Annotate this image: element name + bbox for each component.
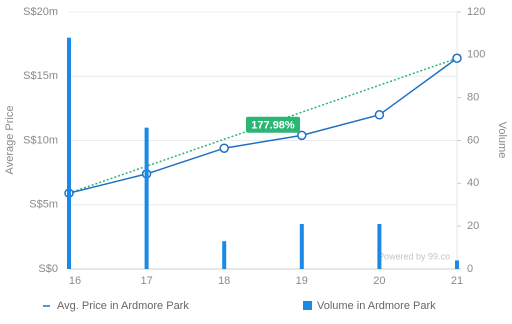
x-tick-label: 17 bbox=[140, 275, 152, 287]
price-line bbox=[68, 57, 458, 194]
x-tick-label: 19 bbox=[296, 275, 308, 287]
y2-tick-label: 40 bbox=[467, 177, 479, 189]
y2-tick-label: 120 bbox=[467, 6, 485, 18]
y2-tick-label: 0 bbox=[467, 263, 473, 275]
annotation: 177.98% bbox=[251, 120, 295, 132]
y-tick-label: S$5m bbox=[29, 199, 58, 211]
price-point bbox=[374, 110, 385, 120]
legend-label: Avg. Price in Ardmore Park bbox=[57, 300, 189, 312]
legend-item: Volume in Ardmore Park bbox=[303, 300, 436, 312]
y-tick-label: S$10m bbox=[23, 134, 58, 146]
y2-axis-title: Volume bbox=[496, 122, 508, 159]
volume-bar bbox=[377, 224, 382, 269]
y-tick-label: S$0 bbox=[38, 263, 58, 275]
volume-bar bbox=[222, 241, 227, 269]
x-tick-label: 16 bbox=[69, 275, 81, 287]
legend-label: Volume in Ardmore Park bbox=[317, 300, 436, 312]
y2-tick-label: 20 bbox=[467, 220, 479, 232]
x-tick-label: 20 bbox=[373, 275, 385, 287]
legend-item: Avg. Price in Ardmore Park bbox=[43, 300, 189, 312]
volume-bar bbox=[144, 127, 149, 270]
y2-tick-label: 80 bbox=[467, 92, 479, 104]
price-point bbox=[219, 143, 229, 153]
y-tick-label: S$20m bbox=[23, 6, 58, 18]
price-point bbox=[452, 53, 462, 64]
y-axis-title: Average Price bbox=[4, 106, 16, 175]
y2-tick-label: 100 bbox=[467, 49, 485, 61]
volume-bar bbox=[299, 224, 304, 269]
annotation-box bbox=[246, 116, 300, 133]
legend-swatch bbox=[303, 301, 312, 310]
y2-tick-label: 60 bbox=[467, 134, 479, 146]
x-tick-label: 21 bbox=[451, 275, 463, 287]
y-tick-label: S$15m bbox=[23, 70, 58, 82]
volume-bar bbox=[455, 260, 459, 269]
x-tick-label: 18 bbox=[218, 275, 230, 287]
watermark: Powered by 99.co bbox=[378, 251, 450, 261]
volume-bar bbox=[67, 37, 71, 270]
price-point bbox=[297, 130, 307, 141]
